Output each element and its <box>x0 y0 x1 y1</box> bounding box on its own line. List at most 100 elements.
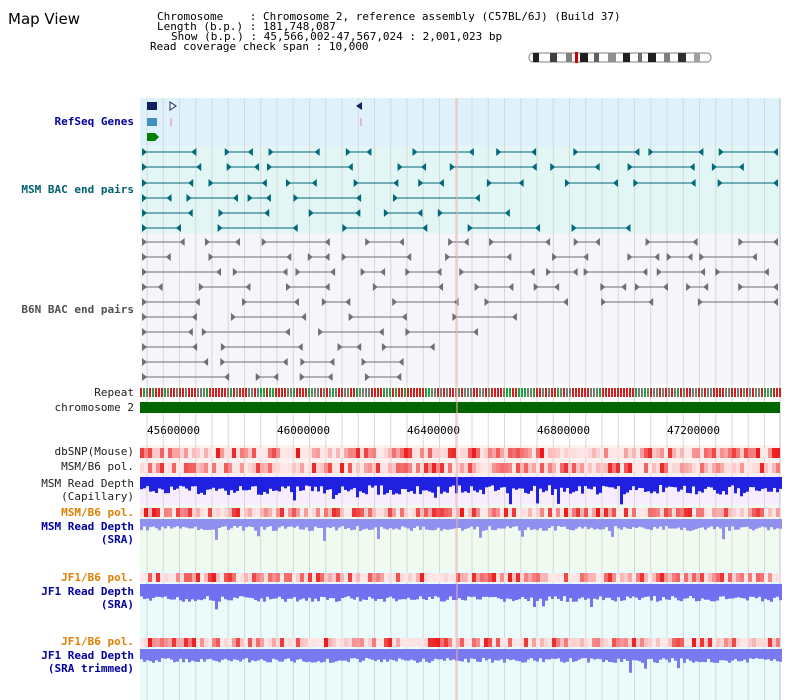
msm-b6-pol-cell <box>424 508 428 517</box>
msm-sra-depth-bar <box>227 519 230 531</box>
jf1-b6-pol-cell <box>732 638 736 647</box>
dbsnp-cell <box>180 448 184 458</box>
repeat-mark <box>344 388 346 397</box>
jf1-trim-depth-bar <box>770 649 773 661</box>
jf1-b6-pol-cell <box>356 573 360 582</box>
jf1-sra-depth-bar <box>323 584 326 598</box>
jf1-b6-pol-cell <box>344 573 348 582</box>
jf1-b6-pol-cell <box>748 638 752 647</box>
msm-b6-pol-cell <box>568 508 572 517</box>
b6n-bac-pair <box>552 253 558 261</box>
repeat-mark <box>737 388 739 397</box>
msm-cap-depth-bar <box>443 477 446 492</box>
jf1-b6-pol-cell <box>712 638 716 647</box>
msm-b6-pol-cell <box>596 463 600 473</box>
msm-sra-depth-bar <box>416 519 419 527</box>
jf1-b6-pol-cell <box>544 638 548 647</box>
msm-b6-pol-cell <box>632 508 636 517</box>
msm-b6-pol-cell <box>768 508 772 517</box>
dbsnp-cell <box>480 448 484 458</box>
msm-b6-pol-cell <box>280 463 284 473</box>
dbsnp-cell <box>216 448 220 458</box>
jf1-trim-depth-bar <box>587 649 590 663</box>
repeat-mark <box>755 388 757 397</box>
repeat-mark <box>257 388 259 397</box>
repeat-mark <box>263 388 265 397</box>
jf1-b6-pol-cell <box>208 573 212 582</box>
jf1-b6-pol-cell <box>328 573 332 582</box>
msm-sra-depth-bar <box>602 519 605 530</box>
msm-sra-depth-bar <box>725 519 728 527</box>
b6n-bac-pair <box>545 238 551 246</box>
msm-cap-depth-bar <box>755 477 758 491</box>
msm-bac-pair <box>314 148 320 156</box>
msm-bac-pair <box>261 179 267 187</box>
jf1-b6-pol-cell <box>436 638 440 647</box>
msm-b6-pol-cell <box>624 508 628 517</box>
jf1-b6-pol-cell <box>296 638 300 647</box>
msm-cap-depth-bar <box>305 477 308 486</box>
msm-sra-depth-bar <box>239 519 242 527</box>
msm-cap-depth-bar <box>362 477 365 493</box>
b6n-bac-pair <box>666 253 672 261</box>
jf1-b6-pol-cell <box>528 573 532 582</box>
jf1-trim-depth-bar <box>512 649 515 660</box>
jf1-b6-pol-cell <box>380 573 384 582</box>
msm-b6-pol-cell <box>252 508 256 517</box>
dbsnp-cell <box>756 448 760 458</box>
msm-sra-depth-bar <box>320 519 323 529</box>
jf1-b6-pol-cell <box>696 638 700 647</box>
msm-cap-depth-bar <box>140 477 143 490</box>
jf1-sra-depth-bar <box>176 584 179 598</box>
msm-bac-pair <box>175 224 181 232</box>
jf1-sra-depth-bar <box>515 584 518 601</box>
msm-cap-depth-bar <box>524 477 527 493</box>
msm-sra-depth-bar <box>755 519 758 529</box>
jf1-trim-depth-bar <box>494 649 497 661</box>
jf1-sra-depth-bar <box>308 584 311 598</box>
msm-b6-pol-cell <box>516 463 520 473</box>
b6n-bac-pair <box>191 313 197 321</box>
msm-cap-depth-bar <box>230 477 233 491</box>
jf1-sra-depth-bar <box>716 584 719 601</box>
jf1-trim-depth-bar <box>581 649 584 659</box>
jf1-trim-depth-bar <box>644 649 647 669</box>
b6n-bac-pair <box>300 358 306 366</box>
jf1-trim-depth-bar <box>317 649 320 662</box>
msm-b6-pol-cell <box>252 463 256 473</box>
msm-sra-depth-bar <box>185 519 188 528</box>
label-chromosome: chromosome 2 <box>54 401 134 414</box>
msm-b6-pol-cell <box>720 463 724 473</box>
jf1-trim-depth-bar <box>638 649 641 662</box>
msm-b6-pol-cell <box>760 463 764 473</box>
msm-b6-pol-cell <box>256 508 260 517</box>
msm-cap-depth-bar <box>758 477 761 492</box>
repeat-mark <box>512 388 514 397</box>
msm-b6-pol-cell <box>708 463 712 473</box>
jf1-sra-depth-bar <box>347 584 350 597</box>
msm-b6-pol-cell <box>148 508 152 517</box>
jf1-b6-pol-cell <box>388 638 392 647</box>
msm-cap-depth-bar <box>350 477 353 490</box>
repeat-mark <box>230 388 232 397</box>
gene-mark <box>169 101 177 111</box>
repeat-mark <box>518 388 520 397</box>
jf1-sra-depth-bar <box>512 584 515 602</box>
jf1-b6-pol-cell <box>168 573 172 582</box>
msm-b6-pol-cell <box>656 508 660 517</box>
jf1-sra-depth-bar <box>623 584 626 601</box>
dbsnp-cell <box>196 448 200 458</box>
jf1-sra-depth-bar <box>407 584 410 598</box>
msm-b6-pol-cell <box>412 463 416 473</box>
repeat-mark <box>425 388 427 397</box>
dbsnp-cell <box>584 448 588 458</box>
repeat-mark <box>152 388 154 397</box>
msm-cap-depth-bar <box>386 477 389 493</box>
repeat-mark <box>578 388 580 397</box>
jf1-trim-depth-bar <box>752 649 755 660</box>
jf1-b6-pol-cell <box>572 573 576 582</box>
jf1-b6-pol-cell <box>564 573 568 582</box>
chromosome-ideogram[interactable] <box>528 52 714 64</box>
msm-sra-depth-bar <box>749 519 752 529</box>
